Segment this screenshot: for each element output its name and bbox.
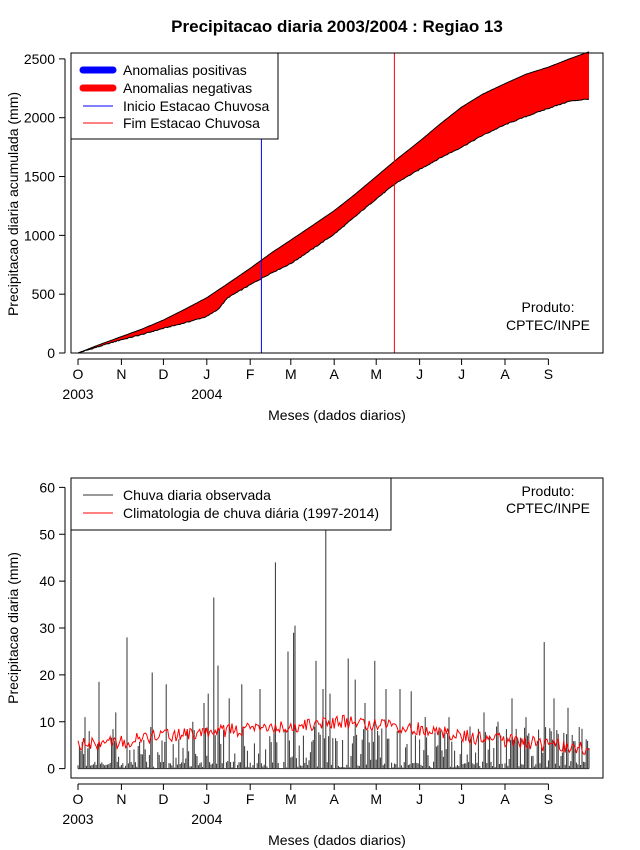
observed-cumulative-line (77, 98, 590, 354)
cumulative-x-tick-label: N (116, 366, 126, 382)
cumulative-x-tick-label: O (73, 366, 84, 382)
daily-x-tick-label: N (116, 791, 126, 807)
daily-x-tick-label: J (203, 791, 210, 807)
cumulative-x-tick-label: S (544, 366, 553, 382)
cumulative-x-tick-label: A (500, 366, 510, 382)
cumulative-x-tick-label: M (285, 366, 297, 382)
daily-x-tick-label: M (370, 791, 382, 807)
climatology-daily-line (77, 714, 590, 755)
daily-product-label-line2: CPTEC/INPE (506, 500, 590, 516)
legend-label-observed: Chuva diaria observada (123, 487, 271, 503)
cumulative-x-tick-label: F (246, 366, 255, 382)
cumulative-x-tick-label: J (203, 366, 210, 382)
daily-y-axis-label: Precipitacao diaria (mm) (5, 552, 21, 704)
daily-x-tick-label: J (458, 791, 465, 807)
daily-y-tick-label: 30 (39, 620, 55, 636)
cumulative-y-tick-label: 1500 (24, 169, 55, 185)
cumulative-chart: Precipitacao diaria 2003/2004 : Regiao 1… (5, 17, 604, 423)
daily-y-tick-label: 40 (39, 573, 55, 589)
daily-x-axis-label: Meses (dados diarios) (268, 832, 406, 848)
legend-label-season-end: Fim Estacao Chuvosa (123, 115, 260, 131)
cumulative-x-tick-label: D (158, 366, 168, 382)
cumulative-x-tick-label: J (458, 366, 465, 382)
product-label-line2: CPTEC/INPE (506, 317, 590, 333)
daily-y-tick-label: 10 (39, 714, 55, 730)
daily-chart: 0 10 20 30 40 50 60 O N D J F M A M J J A S 2003 2004 Meses… (5, 477, 604, 848)
daily-y-tick-label: 20 (39, 667, 55, 683)
cumulative-legend: Anomalias positivas Anomalias negativas … (70, 52, 279, 140)
daily-product-label-line1: Produto: (522, 483, 575, 499)
cumulative-year-label: 2004 (191, 386, 222, 402)
daily-y-tick-label: 0 (47, 761, 55, 777)
climatology-cumulative-line (77, 51, 590, 354)
cumulative-x-axis: O N D J F M A M J J A S 2003 2004 (62, 358, 553, 402)
daily-y-tick-label: 60 (39, 479, 55, 495)
daily-year-label: 2003 (62, 811, 93, 827)
daily-x-tick-label: J (416, 791, 423, 807)
daily-x-tick-label: D (158, 791, 168, 807)
chart-title: Precipitacao diaria 2003/2004 : Regiao 1… (171, 17, 503, 36)
cumulative-y-axis: 0 500 1000 1500 2000 2500 (24, 51, 66, 361)
daily-x-tick-label: A (500, 791, 510, 807)
cumulative-x-axis-label: Meses (dados diarios) (268, 407, 406, 423)
legend-label-season-start: Inicio Estacao Chuvosa (123, 98, 270, 114)
negative-anomaly-area (78, 51, 589, 354)
legend-label-negative: Anomalias negativas (123, 80, 252, 96)
product-label-line1: Produto: (522, 299, 575, 315)
daily-plot-area (77, 524, 590, 770)
cumulative-x-tick-label: M (370, 366, 382, 382)
daily-x-tick-label: S (544, 791, 553, 807)
daily-x-tick-label: F (246, 791, 255, 807)
cumulative-y-tick-label: 2500 (24, 51, 55, 67)
cumulative-y-tick-label: 500 (32, 286, 56, 302)
daily-y-axis: 0 10 20 30 40 50 60 (39, 479, 66, 777)
daily-x-tick-label: M (285, 791, 297, 807)
cumulative-year-label: 2003 (62, 386, 93, 402)
daily-legend-box (70, 477, 392, 531)
daily-x-tick-label: A (330, 791, 340, 807)
legend-label-positive: Anomalias positivas (123, 62, 247, 78)
legend-label-climatology: Climatologia de chuva diária (1997-2014) (123, 505, 379, 521)
cumulative-y-tick-label: 2000 (24, 110, 55, 126)
cumulative-x-tick-label: A (330, 366, 340, 382)
cumulative-y-axis-label: Precipitacao diaria acumulada (mm) (5, 92, 21, 316)
cumulative-y-tick-label: 0 (47, 345, 55, 361)
daily-legend: Chuva diaria observada Climatologia de c… (70, 477, 392, 531)
daily-x-axis: O N D J F M A M J J A S 2003 2004 (62, 783, 553, 827)
daily-y-tick-label: 50 (39, 526, 55, 542)
daily-x-tick-label: O (73, 791, 84, 807)
cumulative-plot-frame (70, 52, 604, 354)
cumulative-x-tick-label: J (416, 366, 423, 382)
cumulative-y-tick-label: 1000 (24, 227, 55, 243)
daily-year-label: 2004 (191, 811, 222, 827)
